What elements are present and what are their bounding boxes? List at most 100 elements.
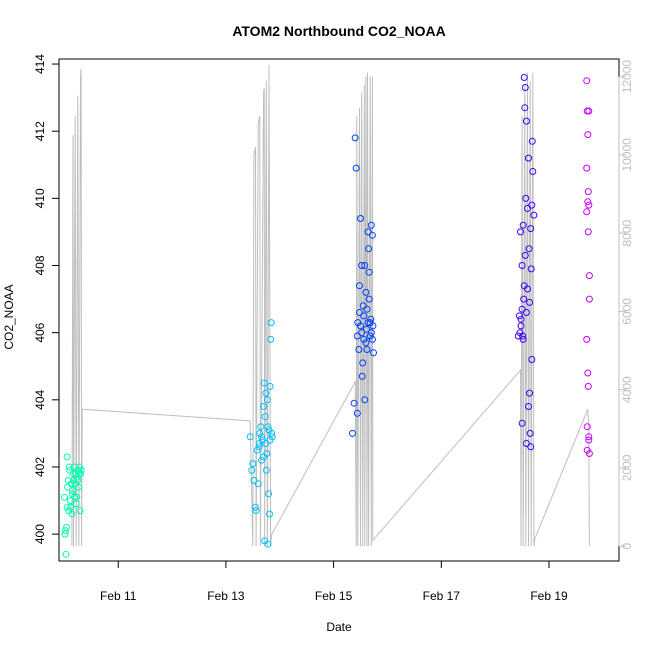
data-point — [520, 295, 528, 303]
data-point — [528, 356, 536, 363]
data-point — [356, 282, 363, 290]
data-point — [583, 423, 591, 431]
x-tick-label: Feb 11 — [100, 589, 137, 603]
data-point — [63, 453, 71, 461]
data-point — [262, 466, 270, 474]
data-point — [69, 487, 76, 494]
data-point — [362, 339, 370, 347]
y-tick-label: 404 — [33, 389, 47, 409]
data-point — [521, 104, 529, 112]
data-point — [521, 84, 529, 91]
data-point — [366, 319, 374, 327]
y2-tick-label: 6000 — [620, 298, 634, 325]
data-point — [62, 550, 70, 558]
plot-frame — [58, 58, 620, 562]
data-point — [585, 436, 593, 444]
data-point — [527, 443, 535, 451]
x-tick-label: Feb 17 — [423, 589, 461, 603]
data-point — [365, 245, 373, 253]
data-point — [266, 382, 274, 390]
data-point — [249, 460, 257, 468]
data-point — [67, 503, 75, 511]
y-tick-label: 414 — [33, 54, 47, 74]
data-point — [370, 349, 377, 357]
data-point — [248, 466, 256, 474]
data-point — [584, 131, 592, 139]
data-point — [256, 429, 264, 437]
chart-title: ATOM2 Northbound CO2_NOAA — [232, 23, 445, 39]
data-point — [72, 470, 80, 478]
data-point — [262, 389, 270, 397]
data-point — [351, 134, 359, 142]
data-point — [246, 433, 254, 441]
data-point — [63, 523, 70, 531]
data-point — [367, 221, 375, 229]
data-point — [583, 164, 591, 172]
data-point — [519, 221, 527, 229]
data-point — [69, 490, 76, 498]
data-point — [585, 107, 593, 115]
data-point — [349, 429, 356, 437]
data-point — [519, 335, 527, 343]
data-point — [368, 231, 376, 239]
data-point — [525, 245, 533, 253]
data-point — [68, 510, 76, 518]
data-point — [524, 285, 531, 293]
y2-tick-label: 2000 — [620, 454, 634, 481]
data-point — [525, 403, 532, 410]
data-point — [522, 309, 530, 316]
y-axis-label: CO2_NOAA — [2, 284, 16, 349]
data-point — [585, 272, 593, 280]
data-point — [526, 298, 534, 306]
data-point — [264, 423, 272, 431]
data-point — [71, 493, 79, 501]
data-point — [266, 510, 273, 518]
data-point — [518, 305, 526, 313]
data-point — [74, 476, 82, 484]
data-point — [358, 262, 366, 269]
data-point — [261, 413, 269, 421]
data-point — [522, 194, 530, 202]
y2-axis: 0 2000 4000 6000 8000 10000 12000 — [618, 60, 634, 549]
y2-tick-label: 12000 — [620, 60, 634, 94]
data-point — [264, 540, 272, 548]
data-point — [518, 419, 526, 427]
data-point — [365, 268, 373, 276]
y2-tick-label: 8000 — [620, 219, 634, 246]
data-point — [357, 322, 364, 330]
x-axis: Feb 11 Feb 13 Feb 15 Feb 17 Feb 19 — [100, 560, 568, 603]
y-axis: 400 402 404 406 408 410 412 414 — [33, 54, 60, 544]
data-point — [585, 201, 593, 209]
data-point — [583, 446, 591, 454]
data-points — [60, 74, 593, 558]
data-point — [258, 456, 265, 464]
data-point — [517, 322, 525, 330]
data-point — [583, 77, 591, 85]
data-point — [368, 335, 376, 343]
data-point — [361, 262, 369, 269]
data-point — [584, 369, 592, 377]
data-point — [515, 312, 523, 320]
data-point — [352, 164, 360, 172]
data-point — [518, 262, 526, 269]
data-point — [527, 225, 535, 233]
data-point — [76, 507, 84, 515]
data-point — [61, 530, 69, 538]
data-point — [262, 440, 270, 447]
x-tick-label: Feb 15 — [315, 589, 353, 603]
y2-tick-label: 0 — [620, 542, 634, 549]
data-point — [516, 329, 524, 337]
data-point — [521, 251, 529, 259]
data-point — [76, 463, 83, 471]
data-point — [253, 446, 261, 454]
data-point — [67, 480, 75, 488]
data-point — [73, 493, 81, 501]
y2-tick-label: 10000 — [620, 138, 634, 172]
data-point — [517, 228, 524, 236]
data-point — [74, 483, 82, 491]
data-point — [356, 309, 363, 316]
y-tick-label: 408 — [33, 255, 47, 275]
data-point — [522, 117, 530, 125]
data-point — [583, 335, 591, 343]
